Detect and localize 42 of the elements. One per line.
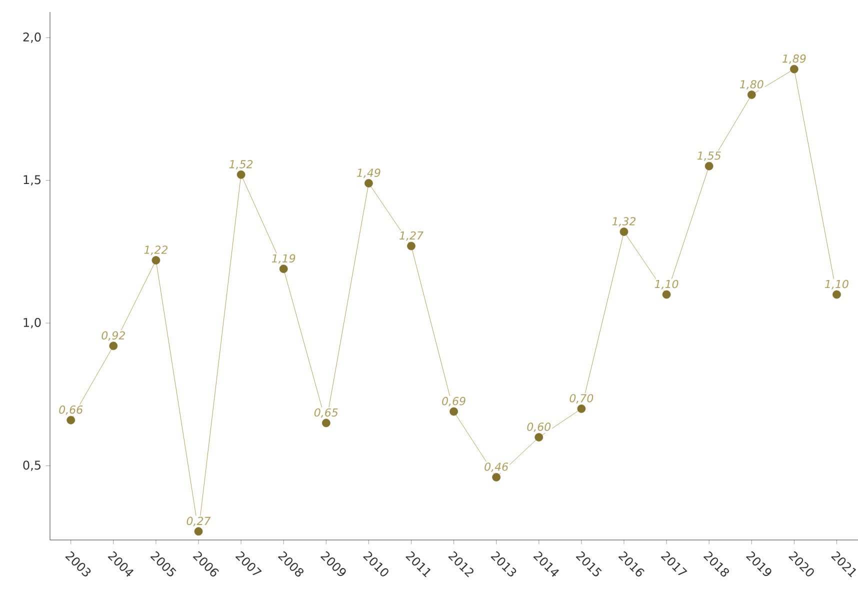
point [109, 342, 118, 350]
data-label: 1,89 [782, 54, 806, 64]
data-label: 1,10 [825, 280, 848, 290]
data-label: 0,70 [570, 394, 594, 404]
point [66, 416, 76, 424]
point [790, 64, 798, 74]
y-tick-label: 1,0 [24, 318, 41, 328]
point [704, 162, 714, 170]
point [534, 433, 544, 442]
data-label: 1,10 [654, 280, 678, 290]
point [194, 527, 203, 536]
data-label: 0,65 [314, 408, 338, 418]
data-label: 1,49 [356, 168, 380, 178]
point [620, 228, 628, 236]
point [322, 418, 330, 428]
data-label: 1,19 [272, 254, 296, 264]
data-label: 0,69 [442, 396, 466, 406]
y-tick-label: 1,5 [24, 175, 40, 186]
point [152, 256, 160, 264]
data-label: 0,60 [527, 422, 551, 432]
data-label: 0,46 [484, 462, 508, 472]
point [832, 290, 841, 299]
y-tick-label: 0,5 [23, 460, 40, 471]
data-label: 1,55 [697, 152, 721, 161]
data-label: 0,27 [186, 516, 211, 526]
point [236, 170, 246, 179]
point [364, 179, 373, 188]
point [492, 472, 501, 482]
point [450, 407, 458, 416]
point [407, 242, 416, 250]
y-tick-label: 2,0 [23, 32, 41, 43]
data-label: 1,32 [612, 217, 636, 227]
data-label: 1,22 [144, 246, 168, 256]
data-label: 1,52 [229, 160, 253, 170]
point [577, 404, 586, 413]
data-label: 1,80 [740, 80, 764, 90]
data-label: 0,92 [102, 331, 125, 341]
point [279, 264, 288, 274]
point [662, 290, 671, 299]
data-label: 0,66 [59, 405, 83, 415]
point [747, 90, 756, 99]
data-label: 1,27 [400, 231, 424, 241]
